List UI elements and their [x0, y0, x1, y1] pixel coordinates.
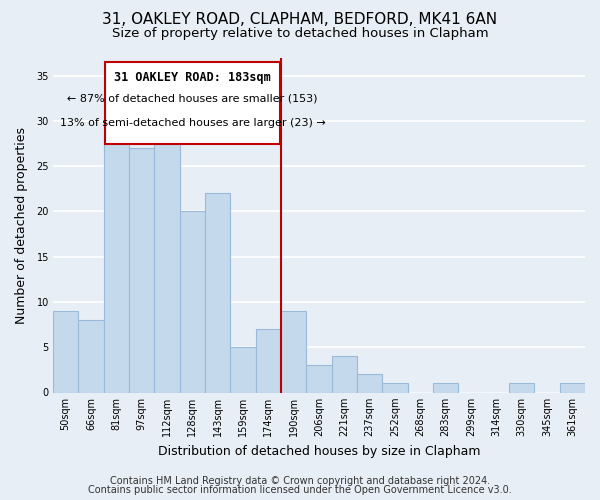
- Bar: [154, 130, 179, 392]
- Bar: [104, 139, 129, 392]
- X-axis label: Distribution of detached houses by size in Clapham: Distribution of detached houses by size …: [158, 444, 480, 458]
- Bar: [179, 212, 205, 392]
- Bar: [307, 366, 332, 392]
- Text: 13% of semi-detached houses are larger (23) →: 13% of semi-detached houses are larger (…: [60, 118, 326, 128]
- Text: Size of property relative to detached houses in Clapham: Size of property relative to detached ho…: [112, 28, 488, 40]
- Bar: [382, 384, 407, 392]
- Text: 31, OAKLEY ROAD, CLAPHAM, BEDFORD, MK41 6AN: 31, OAKLEY ROAD, CLAPHAM, BEDFORD, MK41 …: [103, 12, 497, 28]
- Bar: [205, 194, 230, 392]
- Text: ← 87% of detached houses are smaller (153): ← 87% of detached houses are smaller (15…: [67, 93, 318, 103]
- Bar: [332, 356, 357, 392]
- Bar: [433, 384, 458, 392]
- Bar: [129, 148, 154, 392]
- Y-axis label: Number of detached properties: Number of detached properties: [15, 126, 28, 324]
- FancyBboxPatch shape: [105, 62, 280, 144]
- Bar: [79, 320, 104, 392]
- Text: 31 OAKLEY ROAD: 183sqm: 31 OAKLEY ROAD: 183sqm: [115, 71, 271, 84]
- Bar: [256, 329, 281, 392]
- Bar: [357, 374, 382, 392]
- Bar: [53, 311, 79, 392]
- Bar: [281, 311, 307, 392]
- Text: Contains HM Land Registry data © Crown copyright and database right 2024.: Contains HM Land Registry data © Crown c…: [110, 476, 490, 486]
- Bar: [230, 347, 256, 393]
- Text: Contains public sector information licensed under the Open Government Licence v3: Contains public sector information licen…: [88, 485, 512, 495]
- Bar: [509, 384, 535, 392]
- Bar: [560, 384, 585, 392]
